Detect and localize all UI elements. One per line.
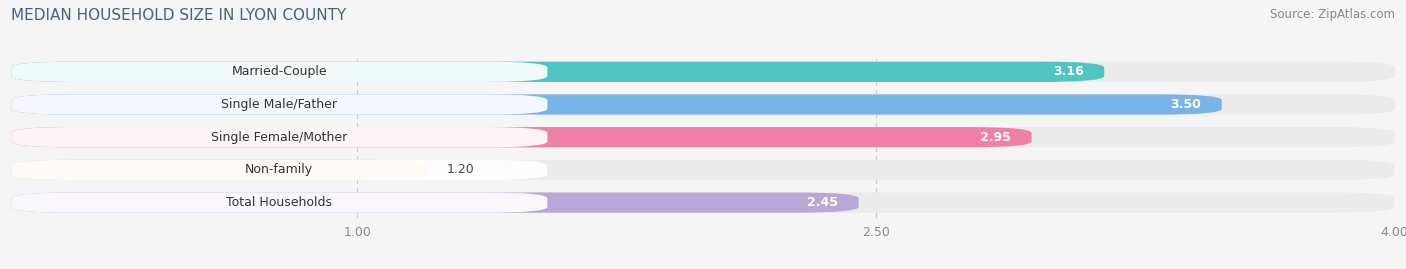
FancyBboxPatch shape	[11, 192, 547, 213]
FancyBboxPatch shape	[11, 160, 547, 180]
Text: 1.20: 1.20	[447, 163, 475, 176]
FancyBboxPatch shape	[11, 160, 426, 180]
FancyBboxPatch shape	[11, 94, 1395, 115]
Text: Non-family: Non-family	[245, 163, 314, 176]
Text: Single Female/Mother: Single Female/Mother	[211, 131, 347, 144]
FancyBboxPatch shape	[11, 127, 1395, 147]
Text: 3.50: 3.50	[1170, 98, 1201, 111]
FancyBboxPatch shape	[11, 62, 1104, 82]
Text: Source: ZipAtlas.com: Source: ZipAtlas.com	[1270, 8, 1395, 21]
FancyBboxPatch shape	[11, 127, 1032, 147]
Text: Single Male/Father: Single Male/Father	[221, 98, 337, 111]
FancyBboxPatch shape	[11, 94, 547, 115]
Text: Married-Couple: Married-Couple	[232, 65, 328, 78]
FancyBboxPatch shape	[11, 192, 1395, 213]
FancyBboxPatch shape	[11, 160, 1395, 180]
FancyBboxPatch shape	[11, 192, 859, 213]
Text: 2.95: 2.95	[980, 131, 1011, 144]
Text: 3.16: 3.16	[1053, 65, 1084, 78]
FancyBboxPatch shape	[11, 62, 1395, 82]
Text: MEDIAN HOUSEHOLD SIZE IN LYON COUNTY: MEDIAN HOUSEHOLD SIZE IN LYON COUNTY	[11, 8, 346, 23]
FancyBboxPatch shape	[11, 94, 1222, 115]
Text: Total Households: Total Households	[226, 196, 332, 209]
FancyBboxPatch shape	[11, 127, 547, 147]
Text: 2.45: 2.45	[807, 196, 838, 209]
FancyBboxPatch shape	[11, 62, 547, 82]
